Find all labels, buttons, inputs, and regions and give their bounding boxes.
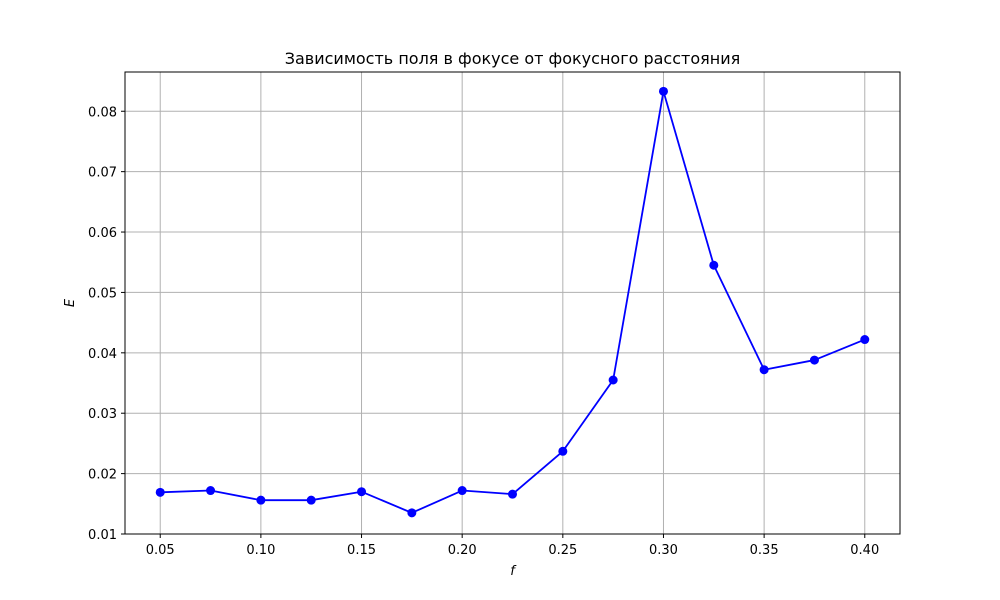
y-tick-label: 0.01 — [88, 528, 117, 543]
series-layer — [155, 86, 870, 518]
data-point — [658, 86, 668, 96]
data-point — [508, 489, 517, 499]
data-point — [306, 495, 316, 505]
y-tick-label: 0.03 — [88, 407, 117, 422]
plot-area — [125, 72, 900, 534]
y-tick-label: 0.04 — [88, 347, 117, 362]
y-tick-label: 0.07 — [88, 166, 117, 181]
data-point — [709, 260, 719, 270]
data-point — [256, 495, 266, 505]
data-point — [357, 487, 367, 497]
data-point — [608, 375, 618, 385]
x-tick-label: 0.20 — [448, 543, 477, 558]
x-tick-label: 0.40 — [850, 543, 879, 558]
x-tick-label: 0.25 — [548, 543, 577, 558]
data-point — [809, 355, 819, 365]
x-axis-label: f — [510, 564, 517, 579]
data-point — [759, 365, 769, 375]
y-tick-label: 0.05 — [88, 286, 117, 301]
data-point — [206, 486, 216, 496]
x-tick-label: 0.30 — [649, 543, 678, 558]
data-point — [407, 508, 417, 518]
x-tick-label: 0.05 — [146, 543, 175, 558]
y-tick-label: 0.02 — [88, 468, 117, 483]
chart-title: Зависимость поля в фокусе от фокусного р… — [285, 49, 741, 68]
data-point — [457, 486, 467, 496]
y-tick-label: 0.08 — [88, 105, 117, 120]
x-tick-label: 0.10 — [246, 543, 275, 558]
x-tick-label: 0.35 — [750, 543, 779, 558]
x-tick-label: 0.15 — [347, 543, 376, 558]
data-point — [558, 446, 568, 456]
data-point — [860, 335, 870, 345]
y-tick-label: 0.06 — [88, 226, 117, 241]
axis-ticks: 0.05 0.10 0.15 0.20 0.25 0.30 0.35 0.40 0.01 0.02… — [88, 105, 879, 558]
plot-frame — [124, 71, 901, 535]
data-point — [155, 487, 165, 497]
y-axis-label: E — [63, 298, 78, 307]
